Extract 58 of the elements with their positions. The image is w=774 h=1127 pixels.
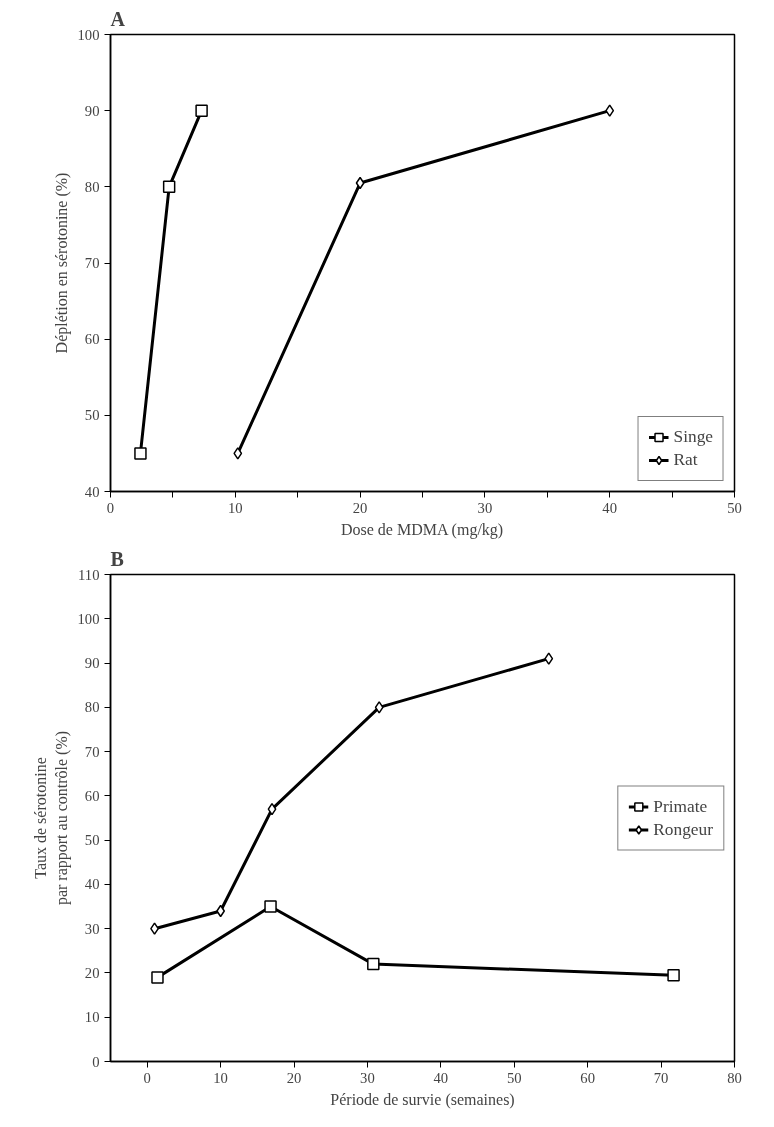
y-tick-label: 0 [92, 1053, 100, 1070]
point [367, 957, 380, 971]
x-tick-label: 30 [360, 1069, 375, 1086]
y-tick-label: 60 [84, 331, 100, 348]
y-axis-title: Taux de sérotonine par rapport au contrôle (%) [32, 730, 71, 906]
x-tick-label: 10 [213, 1069, 228, 1086]
x-axis-title: Période de survie (semaines) [330, 1090, 515, 1109]
point [605, 104, 615, 117]
y-tick-label: 100 [77, 26, 100, 43]
y-tick-label: 40 [84, 876, 100, 893]
point [233, 447, 243, 460]
point [544, 652, 554, 665]
x-tick-label: 40 [433, 1069, 449, 1086]
y-tick-label: 100 [77, 610, 100, 627]
y-tick-label: 20 [84, 964, 100, 981]
y-tick-label: 30 [84, 920, 100, 937]
x-tick-label: 30 [477, 499, 493, 516]
point [195, 104, 208, 117]
point [162, 180, 176, 194]
point [267, 802, 277, 816]
legend-label: Rat [673, 450, 698, 470]
x-tick-label: 0 [106, 499, 115, 516]
x-tick-label: 0 [143, 1069, 151, 1086]
point [355, 176, 365, 190]
legend-label: Primate [653, 796, 708, 816]
y-tick-label: 90 [84, 655, 100, 672]
chart-title: A [110, 7, 126, 30]
y-tick-label: 50 [84, 832, 100, 849]
x-tick-label: 40 [602, 499, 618, 516]
y-axis-title: Déplétion en sérotonine (%) [52, 172, 71, 354]
x-tick-label: 70 [653, 1069, 669, 1086]
point [264, 900, 277, 913]
y-tick-label: 70 [84, 743, 100, 760]
x-tick-label: 20 [286, 1069, 302, 1086]
y-tick-label: 110 [78, 566, 100, 583]
point [134, 447, 147, 460]
y-tick-label: 40 [84, 483, 100, 500]
y-tick-label: 60 [84, 787, 100, 804]
legend-label: Rongeur [653, 819, 713, 839]
x-tick-label: 10 [227, 499, 243, 516]
y-tick-label: 70 [84, 255, 100, 271]
x-tick-label: 20 [352, 499, 368, 516]
y-tick-label: 90 [84, 102, 100, 119]
x-tick-label: 60 [580, 1069, 595, 1086]
legend-label: Singe [673, 427, 713, 447]
x-axis-title: Dose de MDMA (mg/kg) [340, 520, 504, 539]
y-tick-label: 80 [84, 699, 100, 716]
x-tick-label: 50 [727, 499, 742, 516]
y-tick-label: 50 [84, 407, 100, 424]
point [151, 971, 164, 984]
point [216, 904, 226, 918]
point [374, 701, 384, 714]
chart-title: B [110, 547, 124, 570]
x-tick-label: 50 [506, 1069, 522, 1086]
point [667, 968, 680, 982]
y-tick-label: 80 [84, 178, 100, 195]
x-tick-label: 80 [727, 1069, 742, 1086]
y-tick-label: 10 [84, 1009, 100, 1026]
